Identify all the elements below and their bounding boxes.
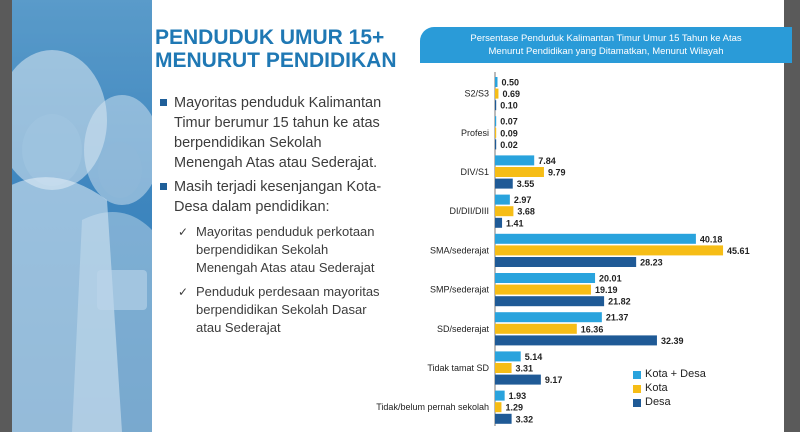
bar-value-label: 1.41 — [506, 218, 524, 228]
legend-swatch — [633, 385, 641, 393]
bar-value-label: 0.07 — [500, 117, 518, 127]
bar — [495, 139, 497, 150]
bar — [495, 100, 497, 111]
bullet-square-icon — [160, 99, 167, 106]
bullet-item: Masih terjadi kesenjangan Kota-Desa dala… — [160, 177, 385, 217]
bar-value-label: 1.29 — [505, 403, 523, 413]
bar-value-label: 45.61 — [727, 246, 750, 256]
bar-chart-svg: S2/S3 0.500.69 0.10 Profesi 0.070.09 0.02 DIV/… — [376, 72, 750, 426]
bar — [495, 390, 505, 401]
category-label: Tidak tamat SD — [427, 363, 489, 373]
legend-item: Desa — [633, 396, 706, 410]
legend-item: Kota — [633, 382, 706, 396]
chart-legend: Kota + Desa Kota Desa — [633, 368, 706, 410]
category-label: SMP/sederajat — [430, 285, 490, 295]
bar — [495, 167, 544, 177]
students-photo — [12, 0, 152, 432]
bar — [495, 206, 514, 217]
category-label: DI/DII/DIII — [449, 206, 489, 216]
students-illustration — [12, 0, 152, 432]
category-label: Tidak/belum pernah sekolah — [376, 402, 489, 412]
bar — [495, 312, 602, 323]
sub-bullet-text: Mayoritas penduduk perkotaan berpendidik… — [196, 224, 375, 275]
bar-value-label: 3.32 — [516, 414, 534, 424]
sub-bullet-item: ✓ Mayoritas penduduk perkotaan berpendid… — [160, 223, 385, 277]
legend-label: Kota + Desa — [645, 368, 706, 380]
legend-label: Desa — [645, 396, 671, 408]
bar-value-label: 32.39 — [661, 336, 684, 346]
bar — [495, 374, 541, 385]
bar-chart: S2/S3 0.50 0.69 0.10 Profesi 0.07 0.09 0.02 DIV/… — [340, 70, 772, 432]
legend-swatch — [633, 371, 641, 379]
chart-title-line-1: Persentase Penduduk Kalimantan Timur Umu… — [470, 33, 742, 44]
bar-value-label: 3.55 — [517, 179, 535, 189]
bar-value-label: 0.09 — [500, 128, 518, 138]
bar — [495, 296, 605, 307]
legend-item: Kota + Desa — [633, 368, 706, 382]
check-icon: ✓ — [178, 225, 189, 239]
page-title: PENDUDUK UMUR 15+ MENURUT PENDIDIKAN — [155, 26, 397, 72]
bar — [495, 233, 696, 244]
bar-value-label: 3.31 — [516, 364, 534, 374]
bar — [495, 194, 510, 205]
sub-bullet-item: ✓ Penduduk perdesaan mayoritas berpendid… — [160, 283, 385, 337]
bar-value-label: 2.97 — [514, 195, 532, 205]
bar — [495, 77, 498, 87]
bar-value-label: 3.68 — [517, 207, 535, 217]
category-label: DIV/S1 — [460, 167, 489, 177]
bar — [495, 273, 596, 283]
bar — [495, 178, 513, 189]
bullet-item: Mayoritas penduduk Kalimantan Timur beru… — [160, 93, 385, 173]
category-label: SMA/sederajat — [430, 245, 490, 255]
bar — [495, 413, 512, 424]
bar-value-label: 1.93 — [509, 391, 527, 401]
bar-value-label: 16.36 — [581, 324, 604, 334]
sub-bullet-text: Penduduk perdesaan mayoritas berpendidik… — [196, 284, 380, 335]
chart-title-line-2: Menurut Pendidikan yang Ditamatkan, Menu… — [488, 46, 724, 57]
category-label: Profesi — [461, 128, 489, 138]
bar — [495, 257, 637, 267]
bar-value-label: 21.37 — [606, 313, 629, 323]
chart-header: Persentase Penduduk Kalimantan Timur Umu… — [420, 27, 792, 63]
bar-value-label: 0.02 — [500, 140, 518, 150]
title-line-2: MENURUT PENDIDIKAN — [155, 49, 397, 72]
bullet-text: Mayoritas penduduk Kalimantan Timur beru… — [174, 95, 382, 171]
bar-value-label: 5.14 — [525, 352, 543, 362]
bar — [495, 127, 497, 138]
check-icon: ✓ — [178, 285, 189, 299]
legend-label: Kota — [645, 382, 668, 394]
category-label: SD/sederajat — [437, 324, 490, 334]
bar — [495, 284, 591, 295]
bar — [495, 351, 521, 362]
bar — [495, 245, 724, 256]
bar — [495, 402, 502, 413]
bullet-text: Masih terjadi kesenjangan Kota-Desa dala… — [174, 179, 382, 215]
bar-value-label: 40.18 — [700, 234, 723, 244]
bar — [495, 363, 512, 373]
bar-value-label: 19.19 — [595, 285, 618, 295]
bullet-list: Mayoritas penduduk Kalimantan Timur beru… — [160, 93, 385, 337]
category-label: S2/S3 — [464, 89, 489, 99]
bar-value-label: 0.10 — [500, 101, 518, 111]
bar-value-label: 7.84 — [538, 156, 556, 166]
legend-swatch — [633, 399, 641, 407]
bar-value-label: 0.69 — [502, 89, 520, 99]
bar — [495, 155, 535, 166]
bar — [495, 335, 657, 346]
bullet-square-icon — [160, 183, 167, 190]
bar-value-label: 9.17 — [545, 375, 563, 385]
bar — [495, 323, 577, 334]
bar — [495, 88, 499, 99]
bar-value-label: 20.01 — [599, 274, 622, 284]
slide: PENDUDUK UMUR 15+ MENURUT PENDIDIKAN May… — [12, 0, 784, 432]
bar-value-label: 28.23 — [640, 258, 663, 268]
bar — [495, 116, 497, 127]
bar — [495, 217, 503, 228]
bar-value-label: 21.82 — [608, 297, 631, 307]
bar-value-label: 0.50 — [502, 78, 520, 88]
title-line-1: PENDUDUK UMUR 15+ — [155, 26, 385, 49]
bar-value-label: 9.79 — [548, 168, 566, 178]
